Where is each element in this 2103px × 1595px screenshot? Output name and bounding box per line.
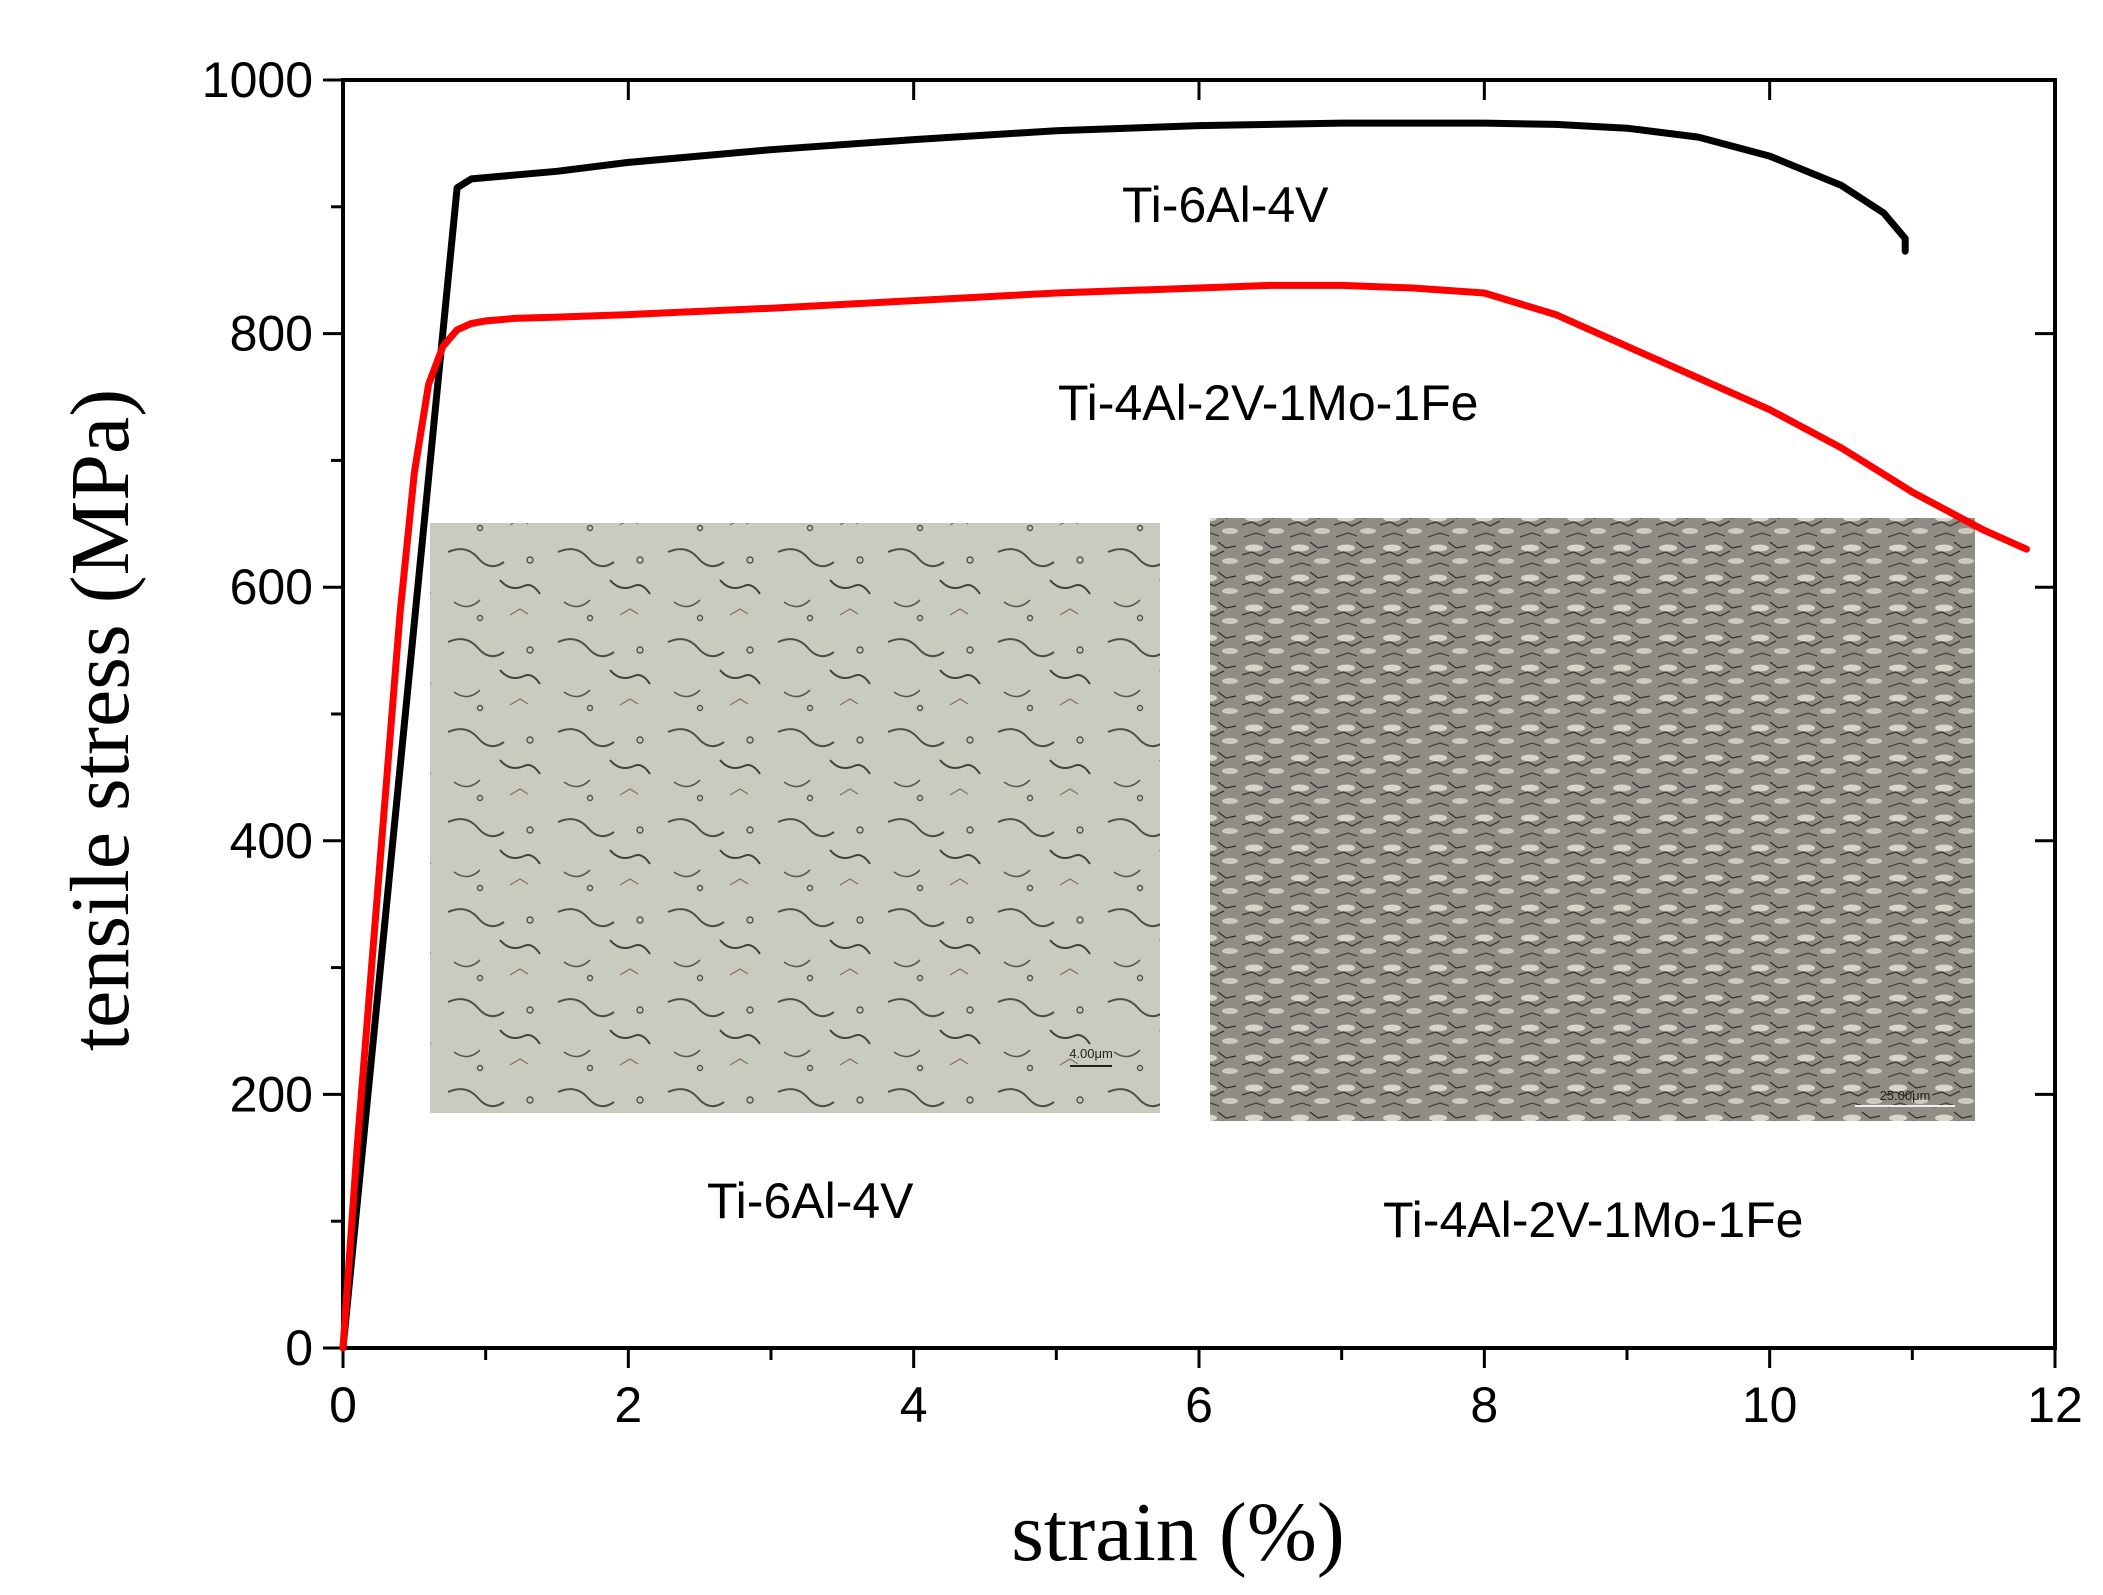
x-tick-label: 8 <box>1470 1377 1498 1433</box>
series-layer <box>339 119 2030 1352</box>
y-tick-label: 800 <box>230 306 313 362</box>
micrograph-ti-6al-4v <box>430 523 1160 1113</box>
x-tick-label: 2 <box>614 1377 642 1433</box>
inset-caption-ti-6al-4v: Ti-6Al-4V <box>707 1173 914 1229</box>
text-labels: Ti-6Al-4V Ti-4Al-2V-1Mo-1Fe Ti-6Al-4V Ti-4A… <box>707 177 1803 1248</box>
annotation-ti-6al-4v: Ti-6Al-4V <box>1122 177 1329 233</box>
scale-bar-label-1: 4.00μm <box>1069 1046 1113 1061</box>
x-tick-label: 0 <box>329 1377 357 1433</box>
annotation-ti-4al-2v-1mo-1fe: Ti-4Al-2V-1Mo-1Fe <box>1058 375 1478 431</box>
y-tick-label: 400 <box>230 813 313 869</box>
plot-axes: 0 2 4 6 8 10 12 0 200 400 600 800 1000 strain (%) tens… <box>54 52 2083 1579</box>
series-line-ti-4al-2v-1mo-1fe <box>339 281 2030 1352</box>
x-tick-label: 10 <box>1742 1377 1798 1433</box>
y-tick-label: 600 <box>230 559 313 615</box>
micrograph-ti-4al-2v-1mo-1fe <box>1210 518 1975 1121</box>
series-line-ti-6al-4v <box>339 119 1909 1352</box>
x-tick-label: 4 <box>900 1377 928 1433</box>
y-tick-label: 0 <box>285 1320 313 1376</box>
y-axis-title: tensile stress (MPa) <box>54 389 147 1052</box>
micrograph-insets: 4.00μm 25.00μm <box>430 518 1975 1121</box>
x-axis-title: strain (%) <box>1011 1486 1345 1579</box>
x-tick-label: 6 <box>1185 1377 1213 1433</box>
y-tick-label: 200 <box>230 1066 313 1122</box>
x-tick-label: 12 <box>2027 1377 2083 1433</box>
inset-caption-ti-4al-2v-1mo-1fe: Ti-4Al-2V-1Mo-1Fe <box>1383 1192 1803 1248</box>
y-tick-label: 1000 <box>202 52 313 108</box>
scale-bar-label-2: 25.00μm <box>1880 1088 1931 1103</box>
